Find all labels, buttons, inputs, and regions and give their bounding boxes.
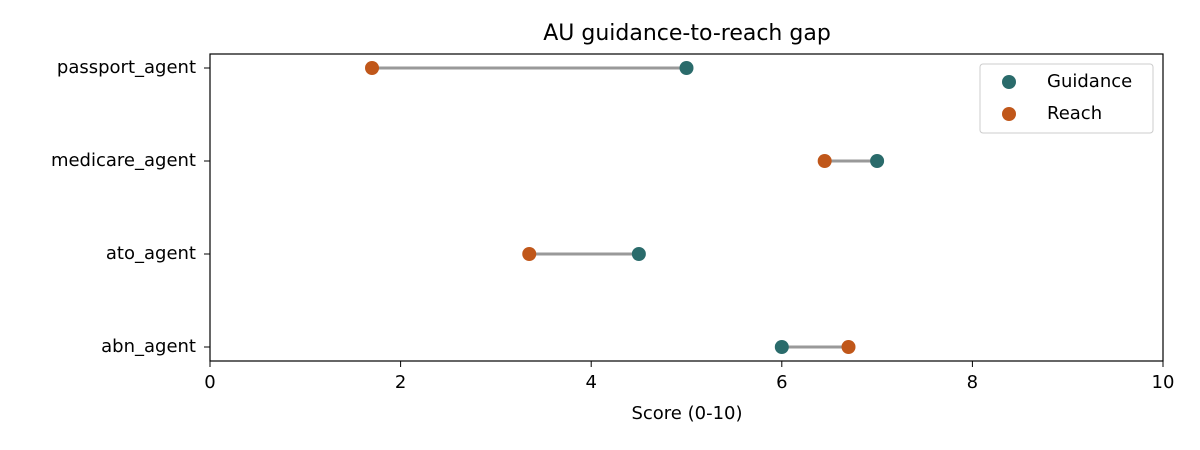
x-tick-label: 4: [585, 372, 596, 393]
legend-box: [979, 63, 1154, 134]
legend-marker: [1002, 75, 1016, 89]
chart-title: AU guidance-to-reach gap: [543, 21, 831, 46]
dot: [365, 61, 380, 75]
legend-marker: [1002, 107, 1016, 121]
x-axis-label: Score (0-10): [631, 403, 742, 424]
x-tick-label: 0: [204, 372, 215, 393]
dot: [841, 340, 856, 354]
legend-label: Reach: [1047, 103, 1102, 124]
dot: [817, 154, 832, 168]
dot: [522, 247, 537, 261]
y-tick-label: passport_agent: [57, 57, 196, 78]
x-tick-label: 6: [776, 372, 787, 393]
dot: [870, 154, 885, 168]
x-tick-label: 8: [967, 372, 978, 393]
x-tick-label: 10: [1152, 372, 1175, 393]
y-tick-label: medicare_agent: [51, 150, 196, 171]
y-tick-label: ato_agent: [106, 243, 196, 264]
x-tick-label: 2: [395, 372, 406, 393]
legend: Guidance Reach: [979, 63, 1154, 134]
plot-frame: [209, 53, 1164, 362]
legend-label: Guidance: [1047, 71, 1132, 92]
dot: [774, 340, 789, 354]
dot: [679, 61, 694, 75]
y-tick-label: abn_agent: [101, 336, 196, 357]
dot: [631, 247, 646, 261]
